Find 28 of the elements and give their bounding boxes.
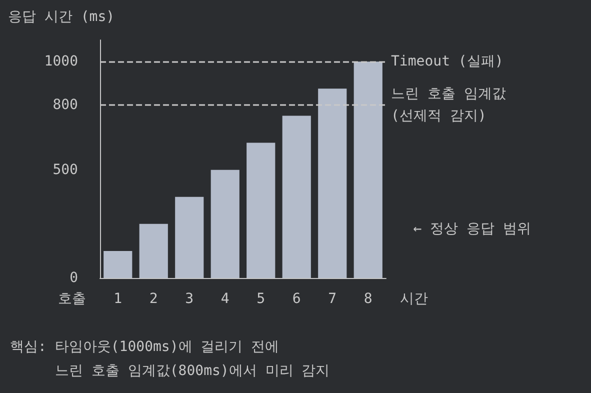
bar: [210, 170, 240, 278]
y-axis-title: 응답 시간 (ms): [8, 9, 115, 25]
text: 느린 호출 임계값(800ms)에서 미리 감지: [55, 363, 330, 379]
x-tick-label: 8: [364, 291, 372, 307]
bar: [354, 62, 382, 278]
x-tick-label: 2: [149, 291, 158, 307]
ref-line-label: 느린 호출 임계값 (선제적 감지): [391, 86, 506, 124]
x-tick-label: 1: [114, 291, 122, 307]
text: 핵심: 타임아웃(1000ms)에 걸리기 전에: [10, 339, 280, 355]
y-tick-label: 0: [70, 270, 78, 286]
x-tick-label: 3: [185, 291, 194, 307]
x-tick-label: 6: [292, 291, 301, 307]
x-tick-label: 7: [328, 291, 337, 307]
bar: [175, 196, 204, 278]
y-tick-label: 1000: [44, 54, 78, 70]
bar: [104, 250, 132, 278]
text: ← 정상 응답 범위: [413, 221, 532, 237]
text: 호출: [58, 291, 86, 307]
x-tick-label: 4: [220, 291, 230, 307]
x-tick-label: 5: [256, 291, 266, 307]
ref-line-label: Timeout (실패): [391, 54, 504, 70]
bar: [246, 142, 276, 278]
bar: [318, 88, 347, 278]
bar: [282, 116, 311, 278]
x-axis-title: 시간: [400, 291, 428, 307]
y-tick-label: 500: [52, 162, 78, 178]
y-tick-label: 800: [52, 96, 78, 113]
bar: [139, 224, 168, 278]
